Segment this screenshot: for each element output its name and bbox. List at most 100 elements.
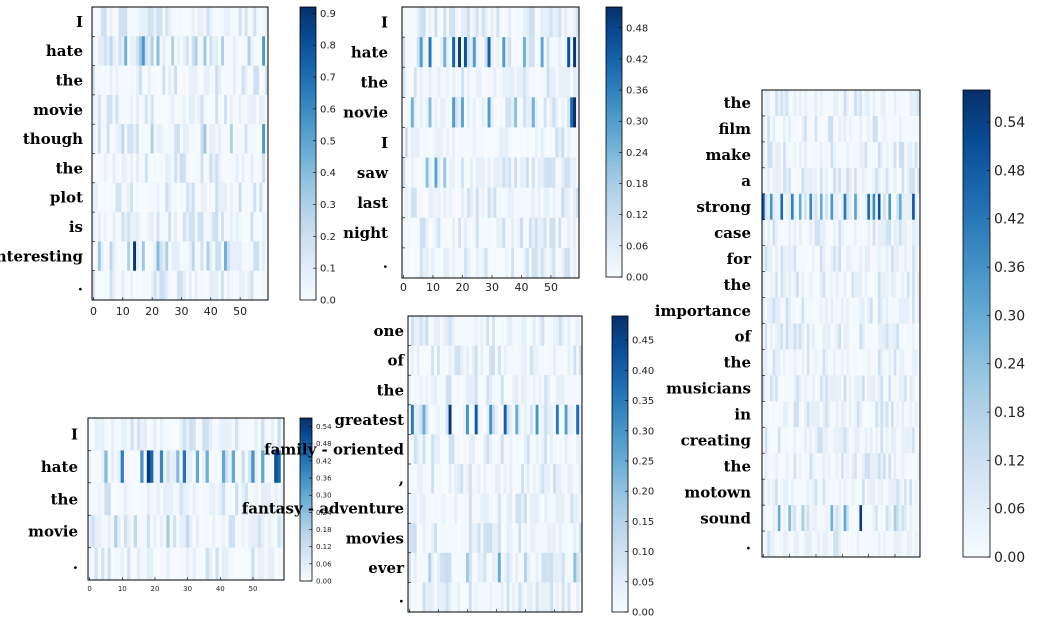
- heatmap-cell: [549, 127, 553, 158]
- heatmap-cell: [888, 167, 892, 195]
- heatmap-cell: [257, 515, 262, 548]
- heatmap-cell: [496, 247, 500, 279]
- heatmap-cell: [231, 450, 236, 484]
- heatmap-cell: [838, 141, 842, 169]
- heatmap-cell: [814, 453, 818, 480]
- heatmap-cell: [877, 531, 881, 558]
- heatmap-cell: [804, 531, 808, 558]
- heatmap-cell: [265, 7, 269, 37]
- heatmap-cell: [265, 241, 269, 272]
- heatmap-cell: [851, 453, 855, 480]
- heatmap-cell: [506, 345, 510, 376]
- heatmap-cell: [547, 582, 551, 613]
- token-label: musicians: [666, 380, 751, 398]
- heatmap-cell: [796, 505, 800, 532]
- heatmap-cell: [94, 212, 99, 242]
- heatmap-cell: [454, 434, 458, 465]
- heatmap-cell: [410, 247, 415, 279]
- heatmap-cell: [901, 453, 905, 480]
- heatmap-cell: [247, 241, 251, 272]
- heatmap-cell: [480, 404, 484, 435]
- heatmap-cell: [169, 482, 174, 516]
- heatmap-cell: [206, 36, 210, 66]
- heatmap-cell: [518, 582, 522, 613]
- token-label: .: [399, 588, 404, 606]
- heatmap-cell: [192, 450, 197, 484]
- heatmap-cell: [567, 67, 571, 98]
- heatmap-cell: [906, 193, 910, 221]
- heatmap-cell: [166, 450, 171, 484]
- heatmap-cell: [165, 241, 169, 272]
- heatmap-cell: [830, 401, 834, 428]
- heatmap-cell: [898, 427, 902, 454]
- heatmap-cell: [244, 124, 248, 154]
- heatmap-cell: [806, 531, 810, 558]
- heatmap-cell: [898, 141, 902, 169]
- heatmap-cell: [790, 141, 794, 169]
- heatmap-cell: [468, 375, 473, 406]
- heatmap-cell: [463, 404, 467, 435]
- heatmap-cell: [457, 552, 461, 583]
- heatmap-cell: [182, 65, 187, 96]
- heatmap-cell: [780, 479, 784, 506]
- heatmap-cell: [512, 523, 516, 554]
- token-label: fantasy - adventure: [242, 500, 404, 518]
- heatmap-cell: [540, 67, 544, 98]
- heatmap-cell: [793, 193, 797, 221]
- heatmap-cell: [885, 271, 889, 298]
- heatmap-cell: [570, 7, 574, 38]
- heatmap-cell: [251, 450, 255, 484]
- heatmap-cell: [793, 167, 797, 195]
- heatmap-cell: [215, 547, 220, 581]
- heatmap-cell: [127, 450, 131, 484]
- heatmap-cell: [416, 464, 420, 494]
- heatmap-cell: [864, 193, 868, 221]
- heatmap-cell: [274, 482, 278, 516]
- heatmap-cell: [463, 157, 468, 189]
- heatmap-cell: [904, 453, 908, 480]
- heatmap-cell: [212, 212, 216, 242]
- x-tick-label: 40: [204, 305, 218, 318]
- heatmap-cell: [762, 479, 766, 506]
- heatmap-cell: [767, 219, 771, 247]
- heatmap-cell: [544, 375, 548, 406]
- heatmap-cell: [88, 482, 92, 516]
- heatmap-cell: [490, 7, 494, 38]
- heatmap-cell: [872, 297, 876, 324]
- heatmap-cell: [402, 127, 406, 158]
- heatmap-cell: [452, 217, 456, 249]
- token-label: movies: [346, 529, 404, 547]
- heatmap-cell: [443, 247, 447, 279]
- heatmap-cell: [543, 157, 547, 189]
- heatmap-cell: [493, 67, 497, 98]
- heatmap-cell: [165, 36, 169, 66]
- heatmap-cell: [91, 515, 95, 548]
- heatmap-cell: [422, 375, 426, 406]
- heatmap-cell: [517, 97, 521, 128]
- heatmap-cell: [893, 453, 897, 480]
- heatmap-cell: [404, 97, 409, 128]
- heatmap-cell: [136, 182, 140, 213]
- heatmap-cell: [182, 153, 187, 184]
- heatmap-cell: [544, 434, 548, 465]
- heatmap-cell: [199, 482, 203, 516]
- heatmap-cell: [256, 65, 260, 96]
- heatmap-cell: [103, 7, 108, 37]
- heatmap-cell: [526, 552, 531, 583]
- heatmap-cell: [798, 401, 802, 428]
- heatmap-cell: [838, 531, 842, 558]
- heatmap-cell: [515, 464, 519, 494]
- heatmap-cell: [796, 479, 800, 506]
- heatmap-cell: [94, 182, 99, 213]
- heatmap-cell: [503, 434, 507, 465]
- heatmap-cell: [442, 493, 447, 524]
- heatmap-cell: [552, 157, 556, 189]
- heatmap-cell: [827, 479, 831, 506]
- heatmap-cell: [472, 67, 477, 98]
- colorbar-tick-label: 0.42: [994, 212, 1025, 228]
- heatmap-cell: [851, 90, 855, 117]
- heatmap-cell: [570, 464, 574, 494]
- heatmap-cell: [422, 157, 426, 189]
- heatmap-cell: [531, 157, 536, 189]
- heatmap-cell: [544, 523, 548, 554]
